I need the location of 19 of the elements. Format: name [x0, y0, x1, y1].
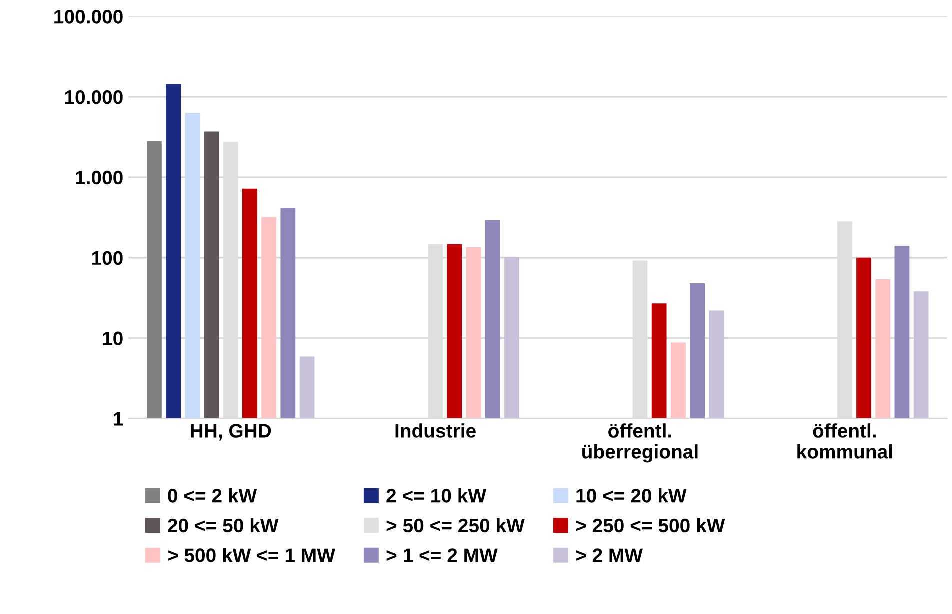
legend-label: > 250 <= 500 kW	[576, 518, 726, 533]
legend-label: 20 <= 50 kW	[168, 518, 279, 533]
x-tick-label: öffentl. kommunal	[798, 424, 892, 459]
x-tick-label: Industrie	[396, 424, 476, 438]
y-tick-label: 100	[92, 251, 123, 266]
y-tick-label: 100.000	[54, 10, 123, 24]
legend-label: 2 <= 10 kW	[386, 488, 487, 503]
legend-label: 0 <= 2 kW	[168, 488, 258, 503]
y-tick-label: 10.000	[65, 90, 123, 104]
y-tick-label: 1	[114, 412, 124, 426]
x-tick-label: HH, GHD	[191, 424, 272, 441]
legend-label: > 2 MW	[576, 548, 643, 562]
legend-label: > 50 <= 250 kW	[386, 518, 525, 533]
x-tick-label: öffentl. überregional	[582, 424, 698, 463]
legend-label: 10 <= 20 kW	[576, 488, 687, 503]
legend-label: > 1 <= 2 MW	[386, 548, 498, 562]
legend-label: > 500 kW <= 1 MW	[168, 548, 336, 562]
y-tick-label: 10	[103, 332, 123, 346]
y-tick-label: 1.000	[76, 170, 123, 185]
